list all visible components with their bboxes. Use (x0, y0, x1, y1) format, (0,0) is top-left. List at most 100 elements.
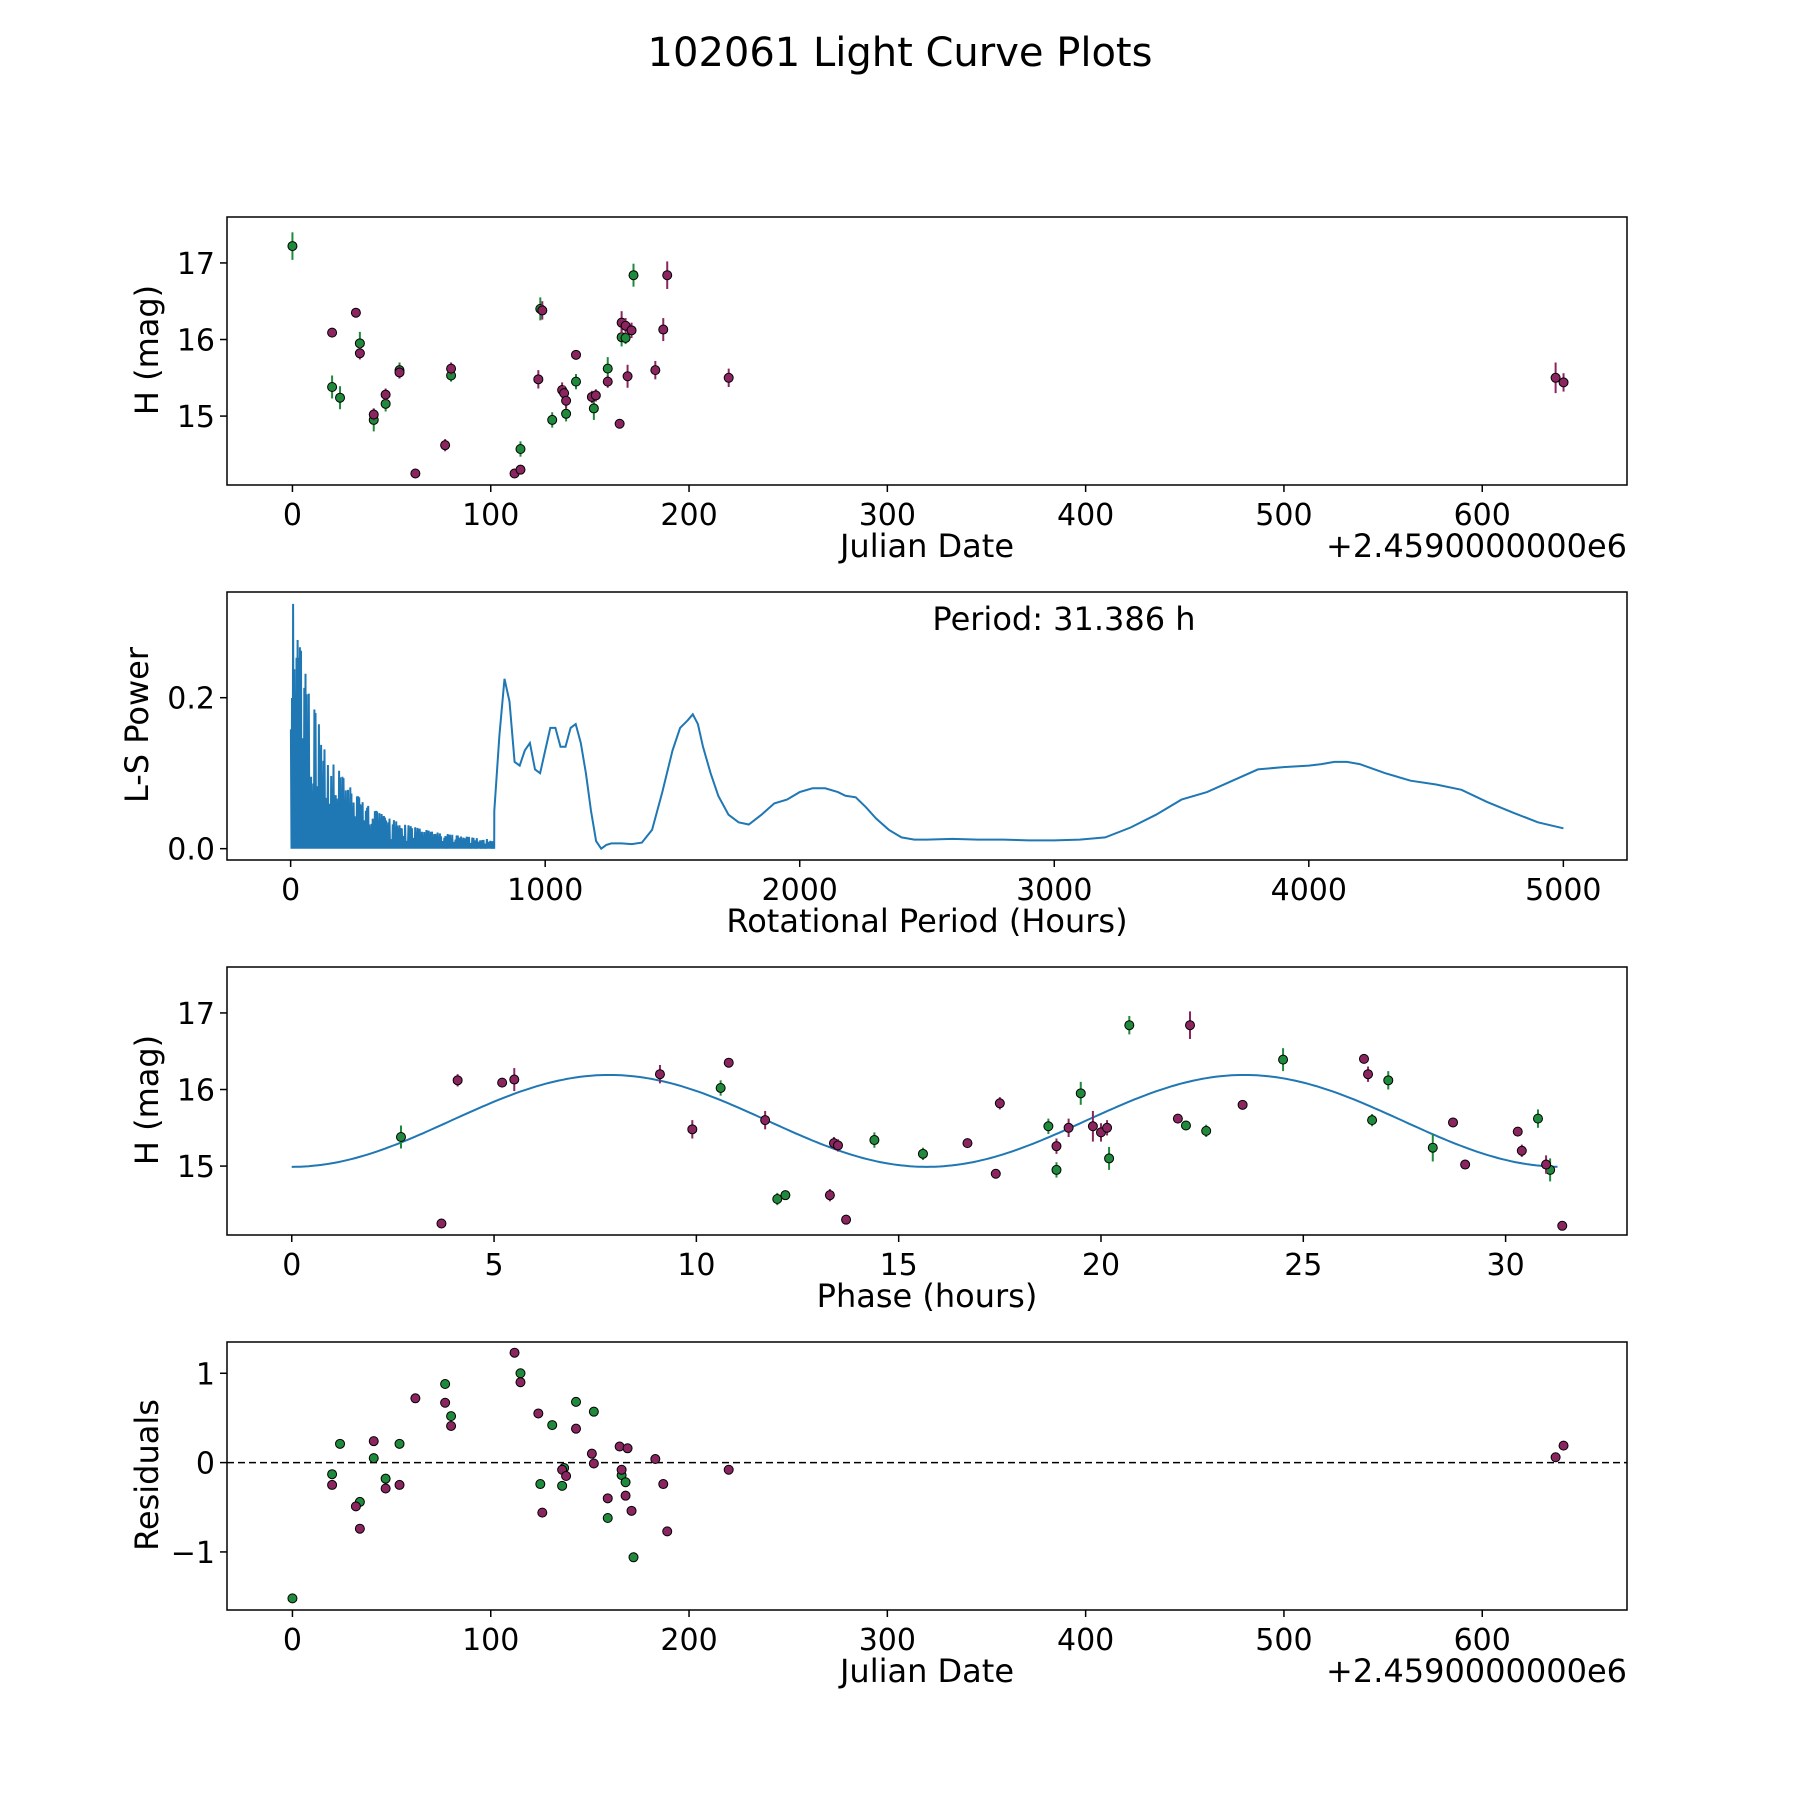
periodogram-xtick-label: 0 (281, 873, 300, 908)
lightcurve-point-green (561, 408, 572, 419)
residuals-ylabel: Residuals (128, 1399, 166, 1551)
residuals-frame (226, 1341, 1628, 1611)
lightcurve-point-green (628, 270, 639, 281)
residuals-point-green (557, 1480, 568, 1491)
phased-point-magenta (1102, 1122, 1113, 1133)
lightcurve-point-green (602, 363, 613, 374)
lightcurve-point-magenta (446, 363, 457, 374)
lightcurve-ytick-label: 16 (177, 324, 215, 359)
periodogram-xtick-label: 4000 (1271, 873, 1347, 908)
lightcurve-point-magenta (537, 305, 548, 316)
lightcurve-point-green (515, 444, 526, 455)
residuals-point-magenta (586, 1448, 597, 1459)
residuals-xtick-label: 300 (859, 1623, 916, 1658)
residuals-point-green (440, 1378, 451, 1389)
lightcurve-point-magenta (622, 371, 633, 382)
phased-point-green (1367, 1115, 1378, 1126)
residuals-point-magenta (571, 1423, 582, 1434)
residuals-point-magenta (561, 1471, 572, 1481)
residuals-point-magenta (662, 1526, 673, 1537)
phased-xtick-label: 30 (1487, 1248, 1525, 1283)
phased-point-magenta (760, 1115, 771, 1126)
lightcurve-point-green (354, 338, 365, 349)
phased-point-magenta (1063, 1122, 1074, 1133)
periodogram-xtick-label: 1000 (507, 873, 583, 908)
residuals-point-magenta (410, 1393, 421, 1404)
lightcurve-frame (226, 216, 1628, 486)
phased-point-green (1427, 1142, 1438, 1153)
residuals-point-magenta (620, 1490, 631, 1501)
lightcurve-ylabel: H (mag) (128, 285, 166, 415)
phased-xtick-label: 15 (880, 1248, 918, 1283)
residuals-point-green (327, 1469, 338, 1480)
phased-point-magenta (841, 1214, 852, 1225)
residuals-point-magenta (602, 1493, 613, 1504)
lightcurve-point-magenta (626, 325, 637, 336)
residuals-point-green (446, 1411, 457, 1422)
periodogram-panel: Rotational Period (Hours) L-S Power Peri… (118, 591, 1628, 940)
residuals-point-green (547, 1420, 558, 1431)
lightcurve-point-green (547, 414, 558, 425)
lightcurve-point-magenta (410, 468, 421, 479)
lightcurve-point-magenta (1550, 372, 1561, 383)
residuals-point-green (335, 1438, 346, 1449)
residuals-point-green (394, 1438, 405, 1449)
residuals-point-green (602, 1512, 613, 1523)
residuals-point-magenta (515, 1377, 526, 1388)
phased-xtick-label: 0 (282, 1248, 301, 1283)
lightcurve-point-green (588, 403, 599, 414)
residuals-panel: Julian Date Residuals +2.4590000000e6 0 1… (128, 1341, 1628, 1690)
residuals-point-magenta (1550, 1452, 1561, 1463)
periodogram-line (289, 603, 1564, 851)
phased-ytick-label: 15 (177, 1150, 215, 1185)
residuals-point-green (515, 1368, 526, 1379)
phased-point-magenta (824, 1190, 835, 1201)
phased-point-green (1043, 1121, 1054, 1132)
lightcurve-point-magenta (590, 390, 601, 401)
lightcurve-panel: Julian Date H (mag) +2.4590000000e6 0 100… (128, 216, 1628, 565)
phased-point-green (869, 1135, 880, 1146)
lightcurve-point-magenta (561, 395, 572, 406)
phased-point-magenta (452, 1075, 463, 1086)
phased-point-green (1383, 1075, 1394, 1086)
phased-ytick-label: 16 (177, 1074, 215, 1109)
phased-point-magenta (1557, 1220, 1568, 1231)
phased-point-magenta (1358, 1053, 1369, 1064)
phased-point-magenta (509, 1074, 520, 1085)
residuals-point-magenta (533, 1408, 544, 1419)
residuals-point-magenta (509, 1347, 520, 1358)
residuals-point-magenta (446, 1420, 457, 1431)
phased-point-magenta (1448, 1117, 1459, 1128)
phased-point-green (715, 1082, 726, 1093)
lightcurve-point-green (620, 332, 631, 343)
figure-title: 102061 Light Curve Plots (648, 30, 1153, 76)
residuals-point-green (368, 1453, 379, 1464)
phased-model-curve (291, 1074, 1558, 1168)
phased-point-green (917, 1148, 928, 1159)
phased-point-magenta (497, 1077, 508, 1088)
lightcurve-xtick-label: 100 (462, 498, 519, 533)
phased-point-magenta (1185, 1020, 1196, 1031)
phased-panel: Phase (hours) H (mag) 0 5 10 15 20 25 30 15 16 17 (128, 966, 1628, 1315)
residuals-point-green (535, 1479, 546, 1490)
phased-ytick-label: 17 (177, 997, 215, 1032)
residuals-xtick-label: 200 (660, 1623, 717, 1658)
phased-point-magenta (1512, 1126, 1523, 1137)
lightcurve-point-magenta (658, 324, 669, 335)
phased-point-green (1075, 1088, 1086, 1099)
periodogram-frame (226, 591, 1628, 861)
lightcurve-offset-text: +2.4590000000e6 (1326, 527, 1627, 565)
residuals-point-green (380, 1473, 391, 1484)
lightcurve-point-magenta (394, 367, 405, 378)
lightcurve-point-green (571, 376, 582, 387)
phased-point-green (1051, 1164, 1062, 1175)
residuals-xtick-label: 600 (1454, 1623, 1511, 1658)
residuals-point-magenta (394, 1479, 405, 1490)
residuals-point-magenta (1558, 1440, 1569, 1451)
residuals-point-magenta (723, 1464, 734, 1475)
residuals-point-magenta (650, 1454, 661, 1465)
residuals-point-magenta (622, 1443, 633, 1454)
residuals-ytick-label: −1 (171, 1536, 215, 1571)
phased-point-magenta (723, 1057, 734, 1068)
